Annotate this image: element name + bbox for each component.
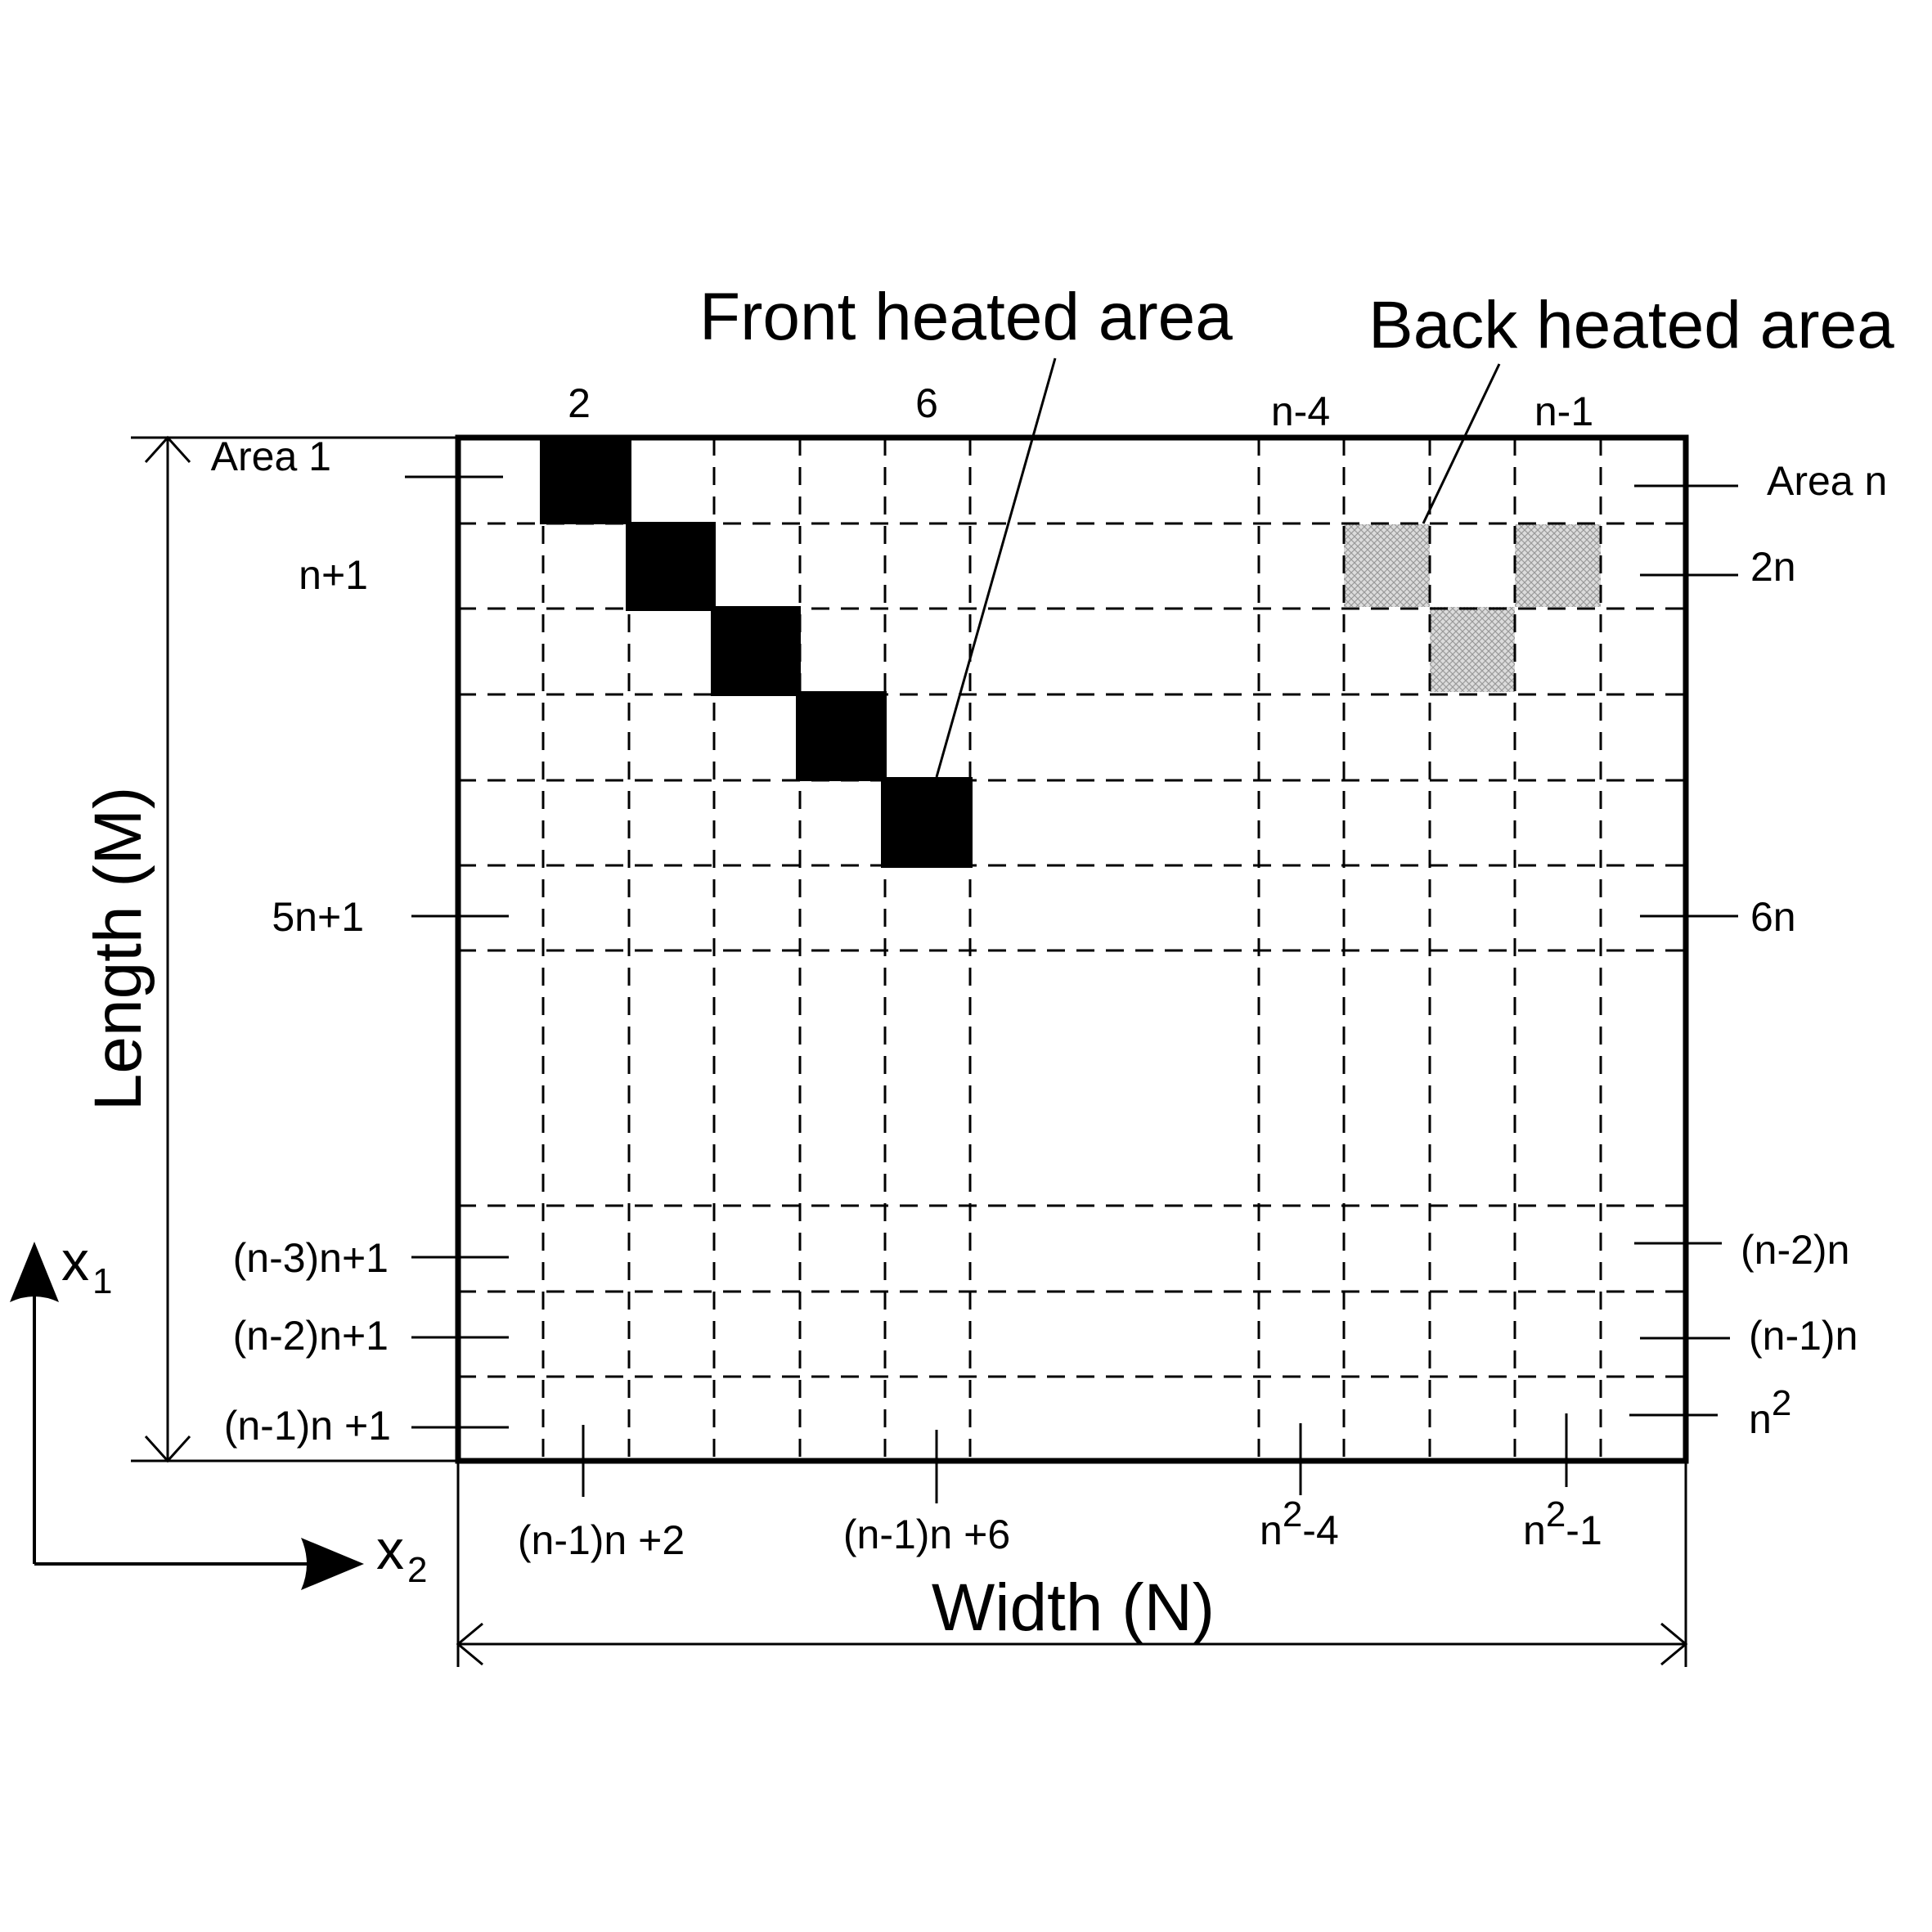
left-label: n+1 (299, 552, 368, 598)
left-label: 5n+1 (272, 894, 364, 940)
front-heated-cell (626, 522, 716, 611)
width-label: Width (N) (932, 1570, 1215, 1645)
front-heated-area-label: Front heated area (699, 280, 1233, 354)
grid-lines (458, 438, 1686, 1461)
right-label: 6n (1750, 894, 1796, 940)
right-label: 2n (1750, 544, 1796, 590)
x2-arrow-icon (301, 1538, 364, 1590)
length-arrow-bottom (144, 1435, 191, 1463)
front-callout-leader (935, 357, 1057, 778)
length-dimension: Length (M) (81, 435, 458, 1463)
top-label: 6 (915, 380, 938, 426)
left-label: (n-2)n+1 (233, 1313, 389, 1359)
coordinate-axes: x1 x2 (10, 1230, 427, 1590)
bottom-label: n2-4 (1260, 1494, 1339, 1553)
front-heated-cell (711, 606, 801, 696)
right-label-n-squared: n2 (1749, 1383, 1791, 1442)
right-label: (n-1)n (1749, 1313, 1858, 1359)
top-label: n-1 (1534, 389, 1593, 434)
right-label: Area n (1767, 458, 1887, 504)
bottom-label: (n-1)n +6 (843, 1512, 1010, 1557)
bottom-label: n2-1 (1523, 1494, 1602, 1553)
left-label: (n-3)n+1 (233, 1235, 389, 1281)
back-heated-area-label: Back heated area (1368, 288, 1894, 362)
right-label: (n-2)n (1741, 1227, 1849, 1273)
back-heated-cell (1430, 607, 1515, 692)
top-label: n-4 (1271, 389, 1330, 434)
front-heated-cell (796, 691, 887, 781)
front-heated-cells (540, 438, 973, 868)
back-heated-cell (1344, 524, 1430, 607)
width-dimension: Width (N) (456, 1461, 1688, 1667)
width-arrow-left (456, 1622, 483, 1666)
back-heated-cells (1344, 524, 1601, 692)
x1-axis-label: x1 (61, 1230, 112, 1301)
back-heated-cell (1515, 524, 1601, 607)
left-label: (n-1)n +1 (224, 1403, 391, 1449)
front-heated-cell (540, 438, 631, 524)
width-arrow-right (1660, 1622, 1688, 1666)
front-heated-cell (881, 777, 973, 868)
back-callout-leader (1422, 363, 1501, 524)
length-label: Length (M) (81, 787, 155, 1112)
left-label: Area 1 (211, 434, 331, 479)
x1-arrow-icon (10, 1242, 59, 1302)
top-label: 2 (568, 380, 591, 426)
length-arrow-top (144, 435, 191, 464)
bottom-label: (n-1)n +2 (518, 1517, 685, 1563)
x2-axis-label: x2 (376, 1519, 427, 1590)
plate-border (455, 434, 1689, 1464)
